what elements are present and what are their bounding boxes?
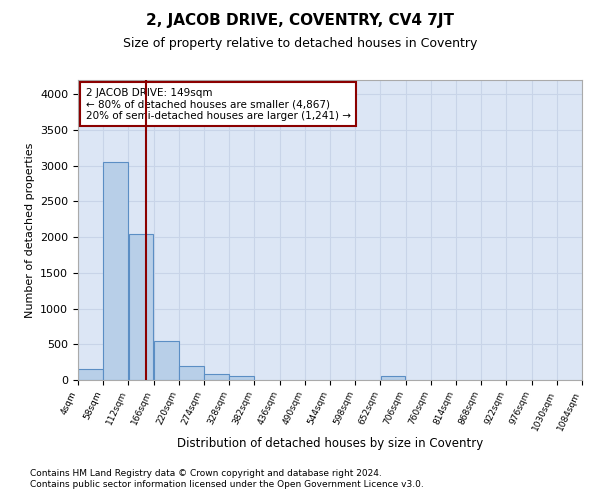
Bar: [128, 234, 154, 380]
Bar: [380, 376, 406, 380]
Text: Size of property relative to detached houses in Coventry: Size of property relative to detached ho…: [123, 38, 477, 51]
Bar: [154, 340, 179, 380]
Bar: [179, 366, 204, 380]
Text: Contains HM Land Registry data © Crown copyright and database right 2024.: Contains HM Land Registry data © Crown c…: [30, 468, 382, 477]
X-axis label: Distribution of detached houses by size in Coventry: Distribution of detached houses by size …: [177, 438, 483, 450]
Bar: [204, 374, 229, 380]
Y-axis label: Number of detached properties: Number of detached properties: [25, 142, 35, 318]
Bar: [78, 370, 103, 380]
Text: Contains public sector information licensed under the Open Government Licence v3: Contains public sector information licen…: [30, 480, 424, 489]
Bar: [103, 162, 128, 380]
Text: 2 JACOB DRIVE: 149sqm
← 80% of detached houses are smaller (4,867)
20% of semi-d: 2 JACOB DRIVE: 149sqm ← 80% of detached …: [86, 88, 350, 120]
Bar: [229, 376, 254, 380]
Text: 2, JACOB DRIVE, COVENTRY, CV4 7JT: 2, JACOB DRIVE, COVENTRY, CV4 7JT: [146, 12, 454, 28]
